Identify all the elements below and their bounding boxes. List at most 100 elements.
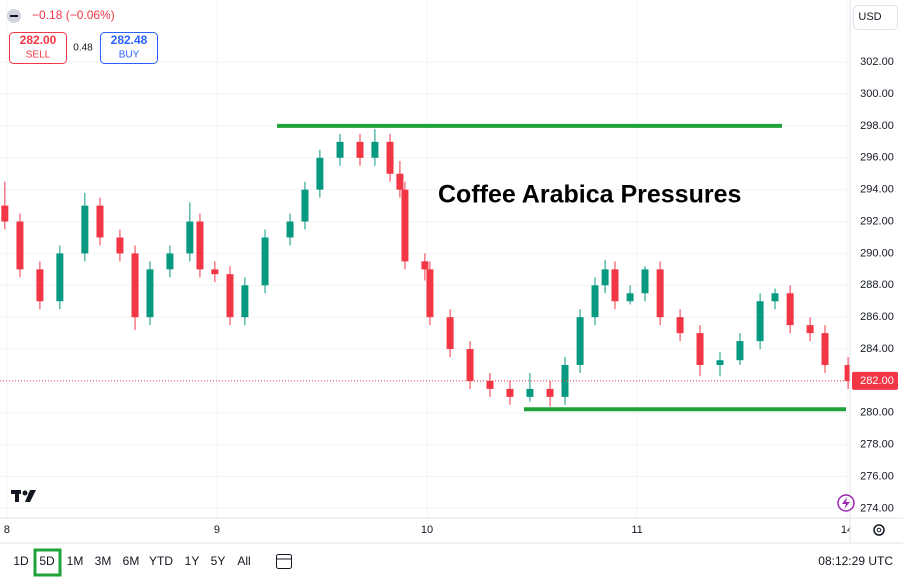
active-range-frame [33, 548, 62, 577]
currency-button[interactable] [853, 5, 898, 30]
candle-body [261, 237, 269, 286]
y-tick-label: 288.00 [860, 279, 894, 291]
sell-button[interactable] [9, 32, 67, 64]
y-tick-label: 290.00 [860, 247, 894, 259]
candle-body [466, 349, 474, 381]
candle-body [526, 388, 534, 397]
candle-body [696, 333, 704, 365]
y-tick-label: 296.00 [860, 152, 894, 164]
candle-body [716, 360, 724, 365]
candle-body [301, 189, 309, 222]
candle-body [186, 221, 194, 254]
y-tick-label: 302.00 [860, 56, 894, 68]
candle-body [806, 325, 814, 334]
clock: 08:12:29 UTC [818, 554, 893, 568]
annotation: Coffee Arabica Pressures [438, 181, 741, 209]
candle-body [656, 269, 664, 318]
candle-body [591, 285, 599, 318]
candle-body [16, 221, 24, 270]
x-tick-label: 10 [421, 524, 433, 536]
buy-button[interactable] [100, 32, 158, 64]
date-range-icon[interactable] [276, 554, 292, 569]
range-button[interactable]: 3M [95, 554, 112, 568]
x-tick-label: 9 [214, 524, 220, 536]
range-button[interactable]: 1M [67, 554, 84, 568]
range-button[interactable]: 5Y [211, 554, 226, 568]
candle-body [196, 221, 204, 270]
candle-body [506, 388, 514, 397]
candle-body [486, 380, 494, 389]
candle-body [226, 274, 234, 318]
buy-label: BUY [119, 50, 140, 61]
sell-label: SELL [26, 50, 51, 61]
last-price-tag [852, 371, 898, 390]
candle-body [356, 141, 364, 158]
candle-body [576, 317, 584, 365]
candle-body [56, 253, 64, 302]
candle-body [546, 388, 554, 397]
candle-body [421, 261, 429, 270]
candle-body [844, 364, 852, 381]
candle-body [116, 237, 124, 254]
currency: USD [858, 11, 881, 23]
logo [11, 490, 36, 502]
candle-body [601, 269, 609, 286]
alert-icon [842, 497, 850, 509]
range-button[interactable]: 1Y [185, 554, 200, 568]
candle-body [166, 253, 174, 270]
buy-price: 282.48 [111, 33, 148, 47]
settings-icon[interactable] [873, 524, 885, 536]
candle-body [241, 285, 249, 318]
candle-body [641, 269, 649, 294]
spread: 0.48 [73, 43, 93, 54]
candle-body [626, 293, 634, 302]
candle-body [36, 269, 44, 302]
candle-body [316, 157, 324, 190]
y-tick-label: 294.00 [860, 184, 894, 196]
x-tick-label: 11 [631, 524, 642, 536]
candle-body [211, 269, 219, 275]
x-tick-label: 8 [4, 524, 10, 536]
range-button[interactable]: 5D [39, 554, 55, 568]
price-change: −0.18 (−0.06%) [32, 8, 115, 22]
candle-body [131, 253, 139, 318]
candle-body [736, 341, 744, 361]
y-tick-label: 298.00 [860, 120, 894, 132]
candle-body [96, 205, 104, 238]
range-button[interactable]: All [237, 554, 250, 568]
y-tick-label: 292.00 [860, 215, 894, 227]
candle-body [446, 317, 454, 350]
y-tick-label: 286.00 [860, 311, 894, 323]
candle-body [611, 269, 619, 302]
candle-body [426, 269, 434, 318]
candle-body [336, 141, 344, 158]
y-tick-label: 274.00 [860, 502, 894, 514]
candle-body [676, 317, 684, 334]
y-tick-label: 284.00 [860, 343, 894, 355]
candle-body [821, 333, 829, 365]
last-price-label: 282.00 [860, 375, 894, 387]
price-axis: 274.00 276.00 278.00 280.00 282.00 284.00 286.… [852, 56, 898, 514]
range-button[interactable]: 1D [13, 554, 29, 568]
y-tick-label: 278.00 [860, 439, 894, 451]
price-axis-panel [850, 0, 903, 543]
range-toolbar: 1D 5D 1M 3M 6M YTD 1Y 5Y All [13, 554, 250, 568]
candle-body [786, 293, 794, 326]
collapse-icon [10, 15, 18, 17]
candle-body [146, 269, 154, 318]
range-button[interactable]: 6M [123, 554, 140, 568]
candle-body [756, 301, 764, 342]
candle-body [401, 189, 409, 262]
candle-body [386, 141, 394, 174]
candle-body [396, 173, 404, 190]
candle-body [81, 205, 89, 254]
range-button[interactable]: YTD [149, 554, 173, 568]
y-tick-label: 276.00 [860, 470, 894, 482]
candle-body [286, 221, 294, 238]
candle-body [771, 293, 779, 302]
sell-price: 282.00 [20, 33, 57, 47]
candle-body [371, 141, 379, 158]
settings-icon [876, 527, 882, 533]
